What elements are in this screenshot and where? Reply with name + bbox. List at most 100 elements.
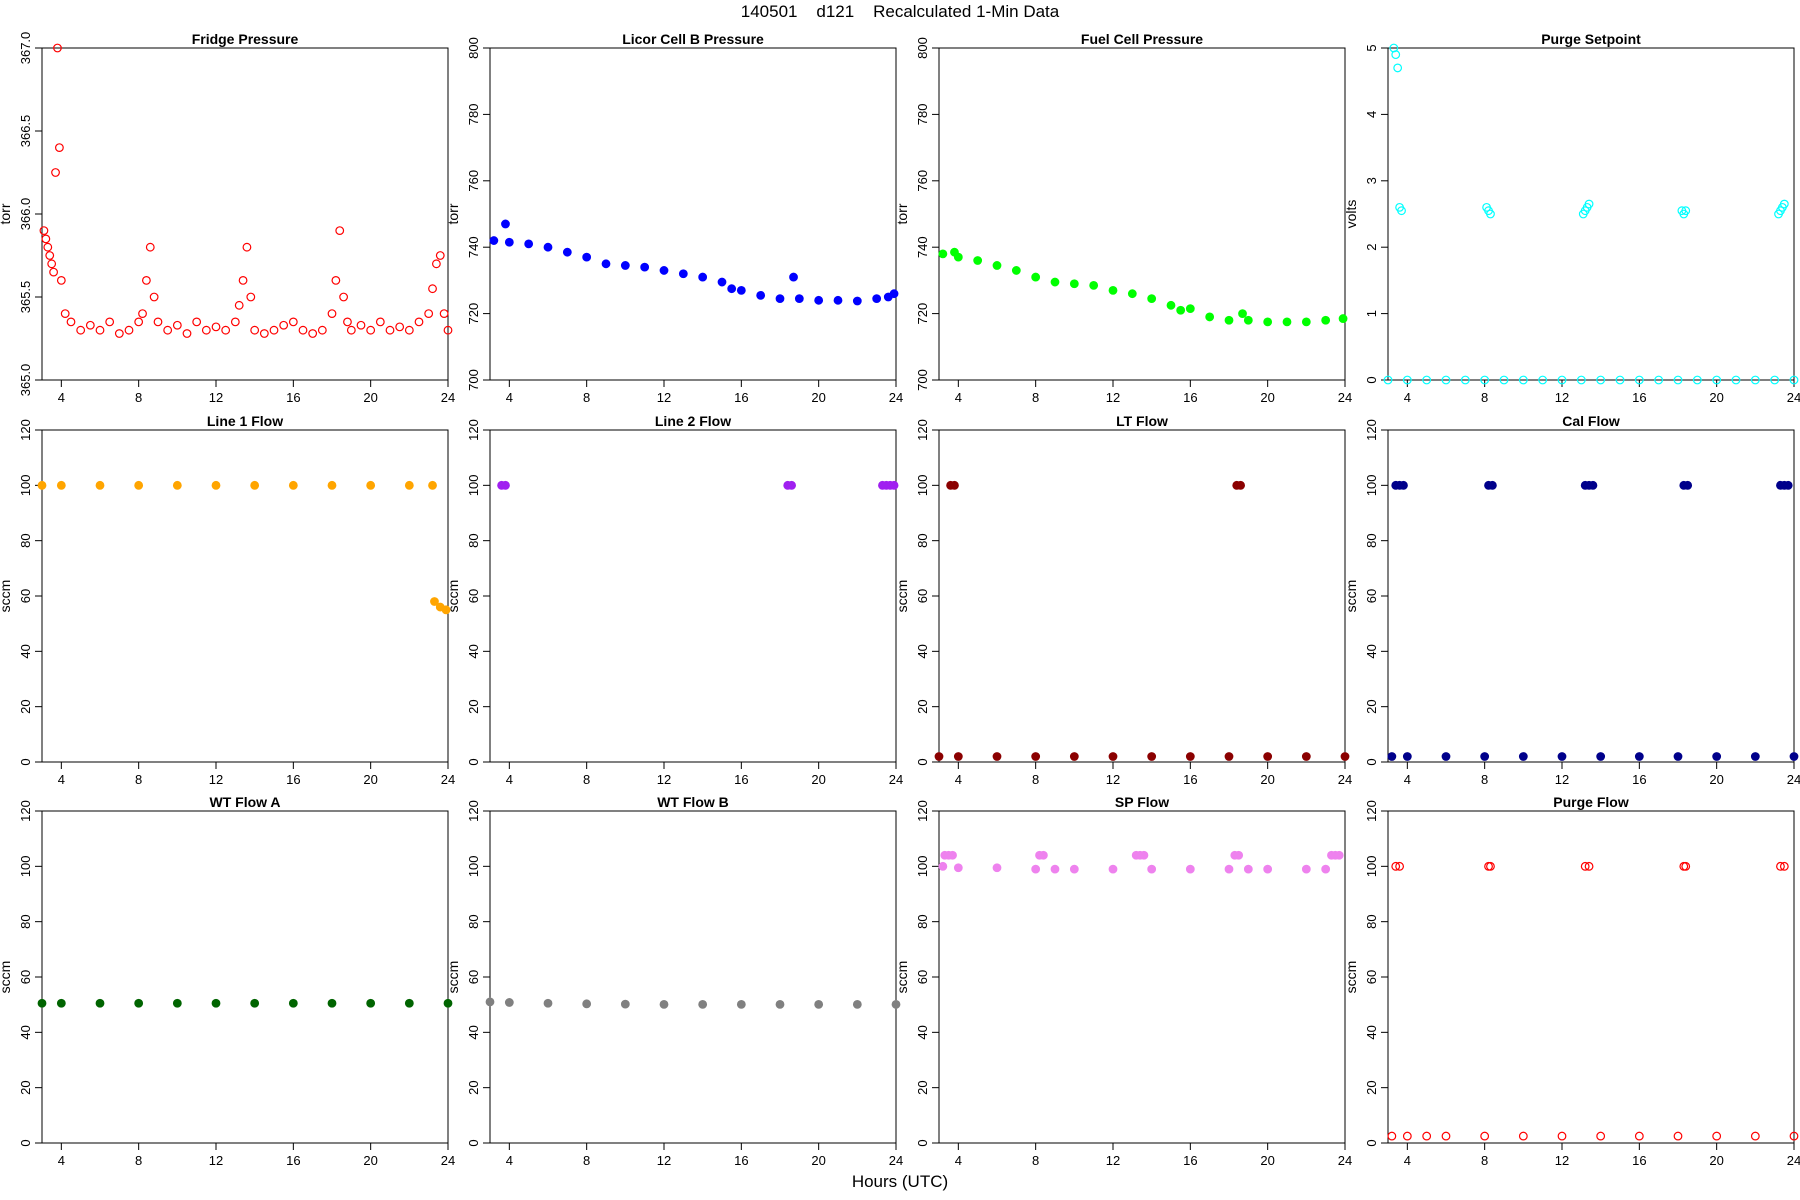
data-point — [524, 239, 534, 249]
y-tick-label: 20 — [466, 1080, 481, 1094]
data-point — [1301, 317, 1311, 327]
y-tick-label: 80 — [18, 533, 33, 547]
y-axis-label: sccm — [1343, 961, 1359, 994]
y-tick-label: 120 — [1364, 419, 1379, 441]
y-tick-label: 80 — [1364, 533, 1379, 547]
x-tick-label: 24 — [889, 772, 903, 787]
panel-title: Purge Setpoint — [1541, 31, 1641, 47]
data-point — [124, 325, 134, 335]
y-tick-label: 20 — [1364, 699, 1379, 713]
data-point — [1127, 289, 1137, 299]
data-point — [889, 289, 899, 299]
data-point — [1383, 375, 1393, 385]
data-point — [51, 168, 60, 177]
x-tick-label: 4 — [506, 1153, 513, 1168]
data-point — [279, 320, 289, 330]
x-tick-label: 24 — [1338, 390, 1352, 405]
data-point — [114, 329, 124, 338]
data-point — [1615, 375, 1625, 385]
data-point — [95, 325, 105, 335]
x-tick-label: 16 — [1183, 1153, 1197, 1168]
x-tick-label: 16 — [1632, 390, 1646, 405]
x-tick-label: 20 — [1260, 772, 1274, 787]
data-point — [1576, 375, 1586, 385]
data-point — [1263, 864, 1273, 874]
data-point — [1634, 1131, 1644, 1141]
data-point — [47, 259, 57, 269]
data-point — [1147, 864, 1157, 874]
x-tick-label: 20 — [1709, 390, 1723, 405]
data-point — [1588, 480, 1598, 490]
x-tick-label: 16 — [1183, 772, 1197, 787]
data-point — [1673, 752, 1683, 761]
panel-11: Purge Flow sccm 4 8 12 16 20 24 0 20 40 60 80 100 120 — [1343, 794, 1800, 1168]
x-tick-label: 24 — [441, 772, 455, 787]
data-point — [250, 998, 260, 1008]
y-tick-label: 60 — [915, 589, 930, 603]
x-tick-label: 8 — [1481, 1153, 1488, 1168]
data-point — [242, 242, 252, 252]
y-tick-label: 0 — [1364, 758, 1379, 765]
data-point — [1596, 1131, 1606, 1141]
panel-2: Fuel Cell Pressure torr 4 8 12 16 20 24 700 720 74… — [894, 31, 1352, 405]
y-tick-label: 5 — [1364, 44, 1379, 51]
data-point — [1089, 280, 1099, 290]
data-point — [269, 325, 279, 335]
y-axis-label: sccm — [445, 580, 461, 613]
data-point — [1634, 752, 1644, 761]
data-point — [1683, 480, 1693, 490]
x-tick-label: 20 — [811, 1153, 825, 1168]
x-tick-label: 4 — [1404, 390, 1411, 405]
y-tick-label: 0 — [915, 758, 930, 765]
data-point — [1779, 199, 1789, 209]
data-point — [814, 999, 824, 1009]
data-point — [1069, 864, 1079, 874]
data-point — [1185, 864, 1195, 874]
data-point — [1557, 375, 1567, 385]
plot-frame — [938, 47, 1346, 381]
x-tick-label: 24 — [889, 390, 903, 405]
y-tick-label: 4 — [1364, 111, 1379, 118]
y-tick-label: 0 — [466, 758, 481, 765]
y-tick-label: 367.0 — [18, 32, 33, 65]
data-point — [339, 292, 349, 302]
plot-frame — [489, 429, 897, 763]
data-point — [1538, 375, 1548, 385]
y-tick-label: 20 — [18, 699, 33, 713]
plot-frame — [1387, 47, 1795, 381]
y-tick-label: 120 — [915, 800, 930, 822]
y-tick-label: 365.0 — [18, 364, 33, 397]
y-tick-label: 20 — [915, 1080, 930, 1094]
y-tick-label: 366.0 — [18, 198, 33, 231]
data-point — [366, 480, 376, 490]
data-point — [1596, 752, 1606, 761]
data-point — [182, 329, 192, 338]
x-tick-label: 16 — [286, 390, 300, 405]
x-tick-label: 8 — [583, 390, 590, 405]
data-point — [852, 296, 862, 306]
data-point — [1038, 850, 1048, 860]
x-tick-label: 24 — [1787, 772, 1800, 787]
plot-frame — [41, 810, 449, 1144]
x-tick-label: 8 — [1032, 772, 1039, 787]
data-point — [953, 252, 963, 262]
data-point — [259, 329, 269, 338]
data-point — [1238, 309, 1247, 319]
y-axis-label: sccm — [0, 580, 13, 613]
y-axis-label: sccm — [1343, 580, 1359, 613]
y-tick-label: 40 — [466, 1025, 481, 1039]
data-point — [414, 317, 424, 327]
y-axis-label: sccm — [894, 961, 910, 994]
data-point — [441, 605, 451, 615]
data-point — [1750, 1131, 1760, 1141]
data-point — [640, 262, 650, 272]
y-tick-label: 100 — [1364, 855, 1379, 877]
y-tick-label: 60 — [466, 589, 481, 603]
data-point — [872, 294, 882, 304]
data-point — [1387, 752, 1397, 761]
x-tick-label: 16 — [734, 772, 748, 787]
data-point — [1393, 63, 1403, 73]
data-point — [1321, 315, 1331, 325]
data-point — [938, 249, 948, 259]
data-point — [736, 999, 746, 1009]
